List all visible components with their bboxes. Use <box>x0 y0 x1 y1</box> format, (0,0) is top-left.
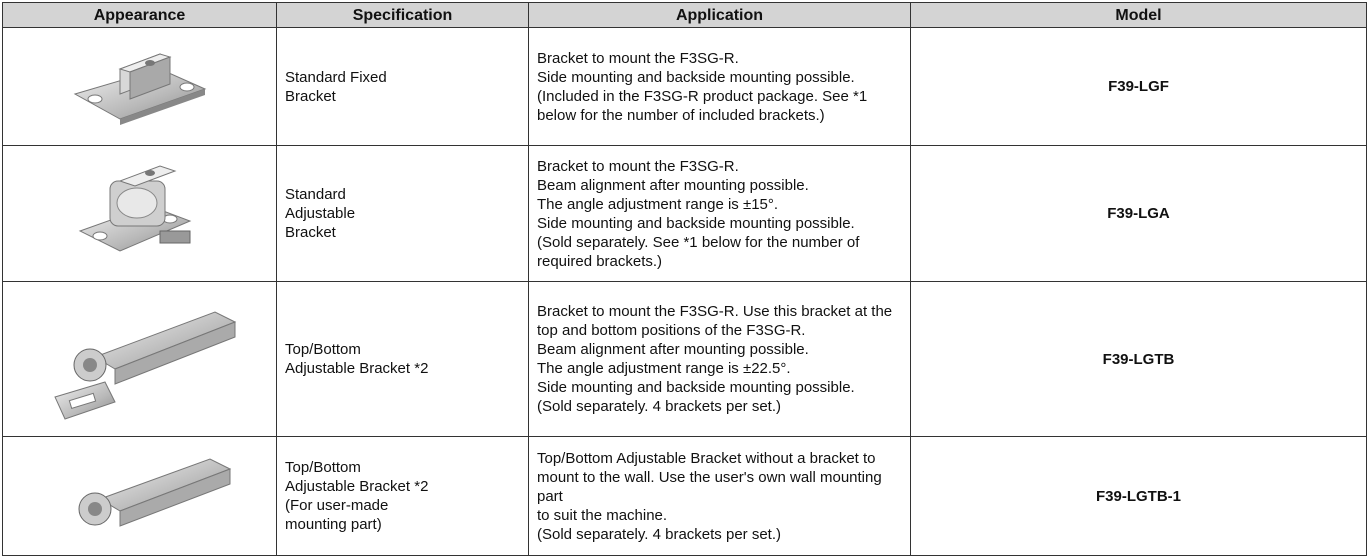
header-cell: Appearance <box>2 2 277 28</box>
text-line: mounting part) <box>285 516 382 533</box>
header-cell: Specification <box>276 2 529 28</box>
product-image <box>78 457 231 527</box>
appearance-cell <box>2 436 277 556</box>
header-cell: Application <box>528 2 911 28</box>
table-row: Top/Bottom Adjustable Bracket *2 Bracket … <box>2 281 1367 437</box>
text-line: Top/Bottom Adjustable Bracket without a … <box>537 449 876 467</box>
text-block: Standard Adjustable Bracket <box>285 185 520 242</box>
text-block: Bracket to mount the F3SG-R. Side mountin… <box>537 49 902 125</box>
text-block: Bracket to mount the F3SG-R. Use this br… <box>537 302 902 416</box>
text-line: Standard Fixed <box>285 68 387 86</box>
table-row: Standard Fixed Bracket Bracket to mount t… <box>2 27 1367 146</box>
text-line: Bracket <box>285 224 336 241</box>
model-cell: F39-LGF <box>910 27 1367 146</box>
text-line: Top/Bottom <box>285 459 361 476</box>
text-line: (For user-made <box>285 497 389 514</box>
application-cell: Bracket to mount the F3SG-R. Side mountin… <box>528 27 911 146</box>
specification-cell: Top/Bottom Adjustable Bracket *2 <box>276 281 529 437</box>
product-image <box>73 53 206 125</box>
text-block: Top/Bottom Adjustable Bracket *2 <box>285 340 520 378</box>
text-line: Adjustable <box>285 205 356 222</box>
specification-cell: Standard Adjustable Bracket <box>276 145 529 282</box>
text-line: Top/Bottom <box>285 341 361 358</box>
appearance-cell <box>2 27 277 146</box>
application-cell: Bracket to mount the F3SG-R. Beam alignme… <box>528 145 911 282</box>
text-block: Top/Bottom Adjustable Bracket without a … <box>537 449 902 544</box>
product-image <box>53 310 236 420</box>
text-block: Bracket to mount the F3SG-R. Beam alignme… <box>537 157 902 271</box>
text-line: Side mounting and backside mounting poss… <box>537 379 855 396</box>
application-cell: Top/Bottom Adjustable Bracket without a … <box>528 436 911 556</box>
text-line: Bracket to mount the F3SG-R. <box>537 49 739 67</box>
table-row: Standard Adjustable Bracket Bracket to mou… <box>2 145 1367 282</box>
header-row: Appearance Specification Application Mod… <box>2 2 1367 28</box>
text-line: Bracket to mount the F3SG-R. <box>537 157 739 175</box>
table-row: Top/Bottom Adjustable Bracket *2 (For user… <box>2 436 1367 556</box>
text-line: required brackets.) <box>537 252 663 270</box>
appearance-cell <box>2 281 277 437</box>
text-line: to suit the machine. <box>537 506 668 524</box>
text-line: Beam alignment after mounting possible. <box>537 176 809 194</box>
text-line: The angle adjustment range is ±22.5°. <box>537 360 791 377</box>
text-line: Side mounting and backside mounting poss… <box>537 68 855 86</box>
model-cell: F39-LGTB <box>910 281 1367 437</box>
model-cell: F39-LGA <box>910 145 1367 282</box>
text-line: Adjustable Bracket *2 <box>285 360 429 377</box>
text-line: Bracket <box>285 87 336 105</box>
specification-cell: Top/Bottom Adjustable Bracket *2 (For user… <box>276 436 529 556</box>
text-line: Bracket to mount the F3SG-R. Use this br… <box>537 303 893 320</box>
text-line: (Sold separately. See *1 below for the n… <box>537 233 860 251</box>
text-line: below for the number of included bracket… <box>537 106 825 124</box>
text-line: (Sold separately. 4 brackets per set.) <box>537 525 781 543</box>
text-line: (Included in the F3SG-R product package.… <box>537 87 868 105</box>
specification-cell: Standard Fixed Bracket <box>276 27 529 146</box>
text-line: mount to the wall. Use the user's own wa… <box>537 468 882 505</box>
text-block: Standard Fixed Bracket <box>285 68 520 106</box>
text-line: top and bottom positions of the F3SG-R. <box>537 322 806 339</box>
appearance-cell <box>2 145 277 282</box>
text-block: Top/Bottom Adjustable Bracket *2 (For user… <box>285 458 520 534</box>
application-cell: Bracket to mount the F3SG-R. Use this br… <box>528 281 911 437</box>
product-image <box>78 165 191 252</box>
text-line: Standard <box>285 186 346 203</box>
text-line: Side mounting and backside mounting poss… <box>537 214 855 232</box>
text-line: The angle adjustment range is ±15°. <box>537 195 779 213</box>
text-line: Adjustable Bracket *2 <box>285 478 429 495</box>
text-line: (Sold separately. 4 brackets per set.) <box>537 398 781 415</box>
model-cell: F39-LGTB-1 <box>910 436 1367 556</box>
text-line: Beam alignment after mounting possible. <box>537 341 809 358</box>
header-cell: Model <box>910 2 1367 28</box>
